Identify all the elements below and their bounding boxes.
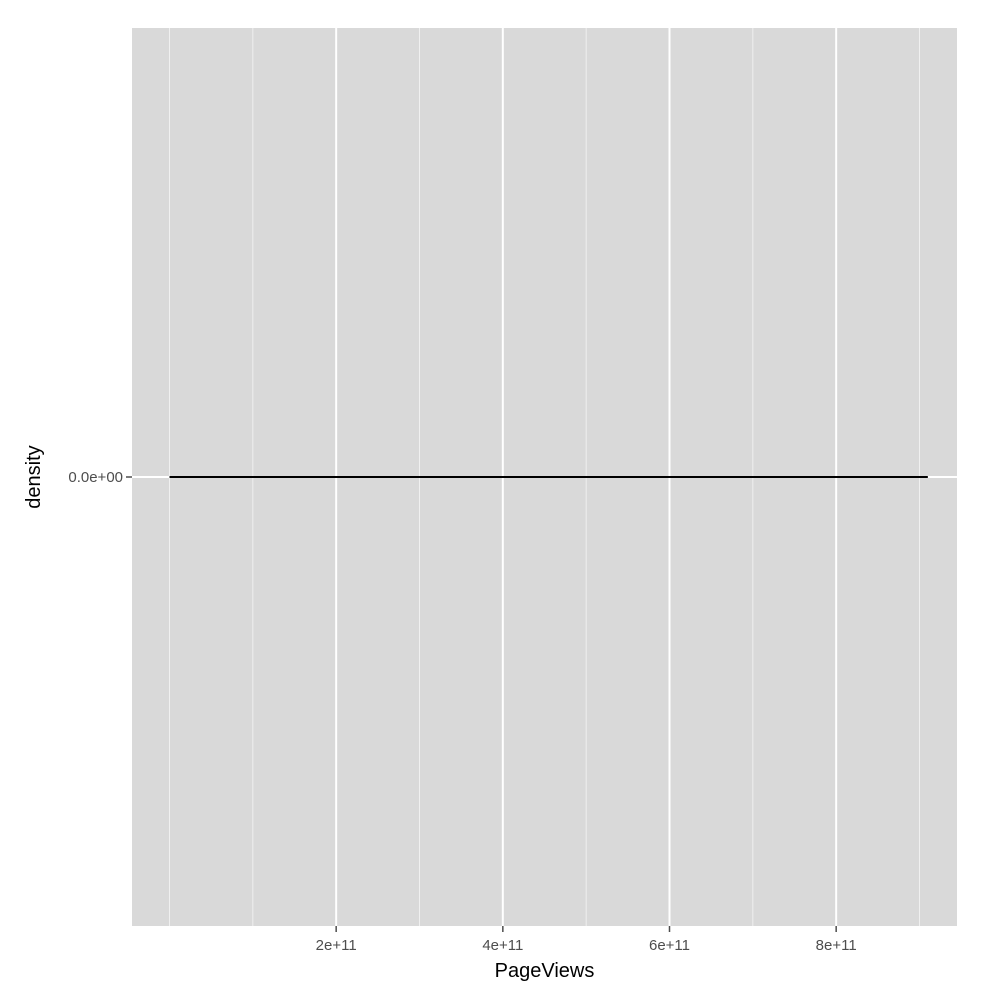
y-axis-title: density: [23, 445, 45, 508]
y-axis-ticks: 0.0e+00: [68, 469, 132, 486]
x-tick-label: 6e+11: [649, 937, 690, 954]
x-axis-ticks: 2e+11 4e+11 6e+11 8e+11: [316, 926, 857, 954]
y-tick-label: 0.0e+00: [68, 469, 123, 486]
x-axis-title: PageViews: [495, 960, 595, 982]
x-tick-label: 8e+11: [816, 937, 857, 954]
x-tick-label: 4e+11: [482, 937, 523, 954]
x-tick-label: 2e+11: [316, 937, 357, 954]
